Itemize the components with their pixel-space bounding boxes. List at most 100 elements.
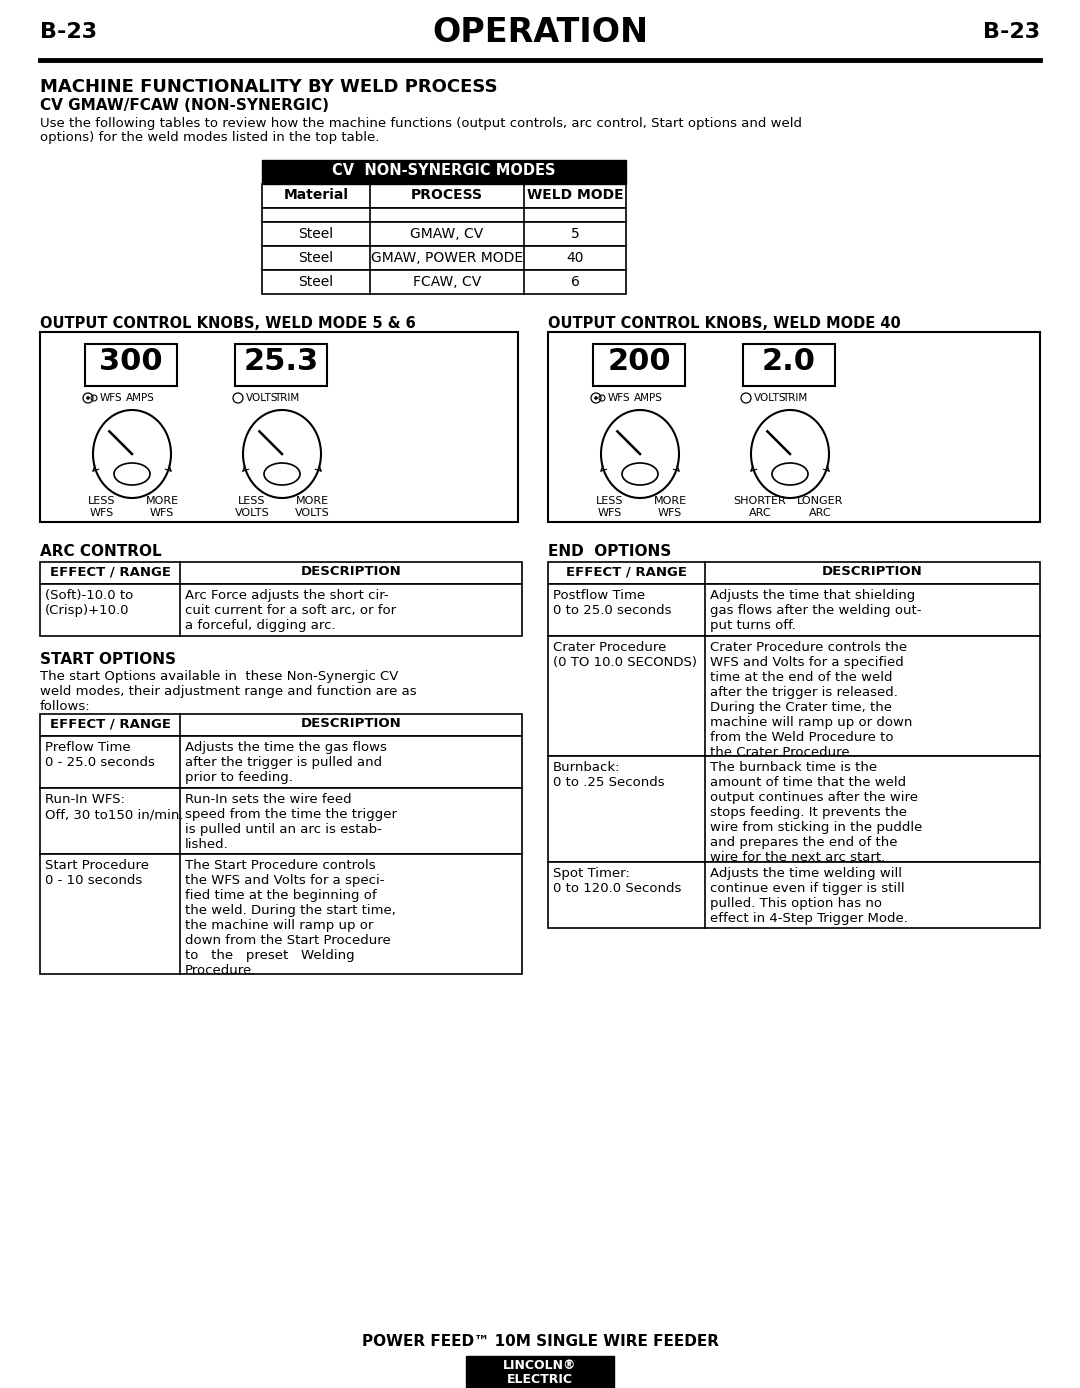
Text: START OPTIONS: START OPTIONS bbox=[40, 652, 176, 668]
Text: EFFECT / RANGE: EFFECT / RANGE bbox=[50, 565, 171, 577]
Text: Preflow Time
0 - 25.0 seconds: Preflow Time 0 - 25.0 seconds bbox=[45, 741, 154, 769]
Text: VOLTS: VOLTS bbox=[246, 393, 279, 403]
Text: The Start Procedure controls
the WFS and Volts for a speci-
fied time at the beg: The Start Procedure controls the WFS and… bbox=[185, 859, 396, 977]
Bar bbox=[548, 756, 1040, 862]
Bar bbox=[548, 332, 1040, 522]
Text: 25.3: 25.3 bbox=[243, 347, 319, 376]
Text: LONGER
ARC: LONGER ARC bbox=[797, 496, 843, 518]
Text: END  OPTIONS: END OPTIONS bbox=[548, 544, 672, 559]
Text: DESCRIPTION: DESCRIPTION bbox=[300, 565, 402, 577]
Text: AMPS: AMPS bbox=[126, 393, 154, 403]
Text: LESS
WFS: LESS WFS bbox=[596, 496, 624, 518]
Text: MORE
VOLTS: MORE VOLTS bbox=[295, 496, 329, 518]
Bar bbox=[262, 208, 626, 222]
Text: (Soft)-10.0 to
(Crisp)+10.0: (Soft)-10.0 to (Crisp)+10.0 bbox=[45, 589, 133, 618]
Text: SHORTER
ARC: SHORTER ARC bbox=[733, 496, 786, 518]
Bar bbox=[262, 222, 626, 246]
Bar bbox=[743, 344, 835, 386]
Text: 40: 40 bbox=[566, 251, 584, 265]
Text: Burnback:
0 to .25 Seconds: Burnback: 0 to .25 Seconds bbox=[553, 761, 664, 788]
Text: VOLTS: VOLTS bbox=[754, 393, 786, 403]
Text: Adjusts the time the gas flows
after the trigger is pulled and
prior to feeding.: Adjusts the time the gas flows after the… bbox=[185, 741, 387, 784]
Bar bbox=[262, 246, 626, 271]
Bar bbox=[40, 332, 518, 522]
Text: ELECTRIC: ELECTRIC bbox=[507, 1373, 573, 1387]
Text: OUTPUT CONTROL KNOBS, WELD MODE 5 & 6: OUTPUT CONTROL KNOBS, WELD MODE 5 & 6 bbox=[40, 316, 416, 330]
Ellipse shape bbox=[772, 464, 808, 484]
Text: OUTPUT CONTROL KNOBS, WELD MODE 40: OUTPUT CONTROL KNOBS, WELD MODE 40 bbox=[548, 316, 901, 330]
Bar bbox=[262, 160, 626, 185]
Ellipse shape bbox=[243, 409, 321, 498]
Text: WELD MODE: WELD MODE bbox=[527, 187, 623, 203]
Text: Steel: Steel bbox=[298, 251, 334, 265]
Bar bbox=[235, 344, 327, 386]
Text: 5: 5 bbox=[570, 228, 579, 242]
Text: MACHINE FUNCTIONALITY BY WELD PROCESS: MACHINE FUNCTIONALITY BY WELD PROCESS bbox=[40, 78, 498, 96]
Bar bbox=[40, 584, 522, 636]
Bar bbox=[465, 1356, 615, 1388]
Text: POWER FEED™ 10M SINGLE WIRE FEEDER: POWER FEED™ 10M SINGLE WIRE FEEDER bbox=[362, 1334, 718, 1349]
Text: 2.0: 2.0 bbox=[762, 347, 816, 376]
Ellipse shape bbox=[114, 464, 150, 484]
Text: EFFECT / RANGE: EFFECT / RANGE bbox=[566, 565, 687, 577]
Bar bbox=[262, 185, 626, 208]
Text: options) for the weld modes listed in the top table.: options) for the weld modes listed in th… bbox=[40, 130, 379, 144]
Text: Adjusts the time welding will
continue even if tigger is still
pulled. This opti: Adjusts the time welding will continue e… bbox=[710, 868, 908, 924]
Text: LINCOLN®: LINCOLN® bbox=[503, 1359, 577, 1371]
Circle shape bbox=[594, 396, 598, 400]
Bar bbox=[262, 271, 626, 294]
Text: CV GMAW/FCAW (NON-SYNERGIC): CV GMAW/FCAW (NON-SYNERGIC) bbox=[40, 99, 329, 112]
Text: MORE
WFS: MORE WFS bbox=[653, 496, 687, 518]
Text: B-23: B-23 bbox=[983, 22, 1040, 42]
Text: CV  NON-SYNERGIC MODES: CV NON-SYNERGIC MODES bbox=[333, 162, 556, 178]
Text: OPERATION: OPERATION bbox=[432, 17, 648, 49]
Text: Run-In sets the wire feed
speed from the time the trigger
is pulled until an arc: Run-In sets the wire feed speed from the… bbox=[185, 793, 397, 851]
Ellipse shape bbox=[264, 464, 300, 484]
Text: GMAW, CV: GMAW, CV bbox=[410, 228, 484, 242]
Text: Use the following tables to review how the machine functions (output controls, a: Use the following tables to review how t… bbox=[40, 117, 802, 130]
Text: Adjusts the time that shielding
gas flows after the welding out-
put turns off.: Adjusts the time that shielding gas flow… bbox=[710, 589, 921, 632]
Text: Crater Procedure controls the
WFS and Volts for a specified
time at the end of t: Crater Procedure controls the WFS and Vo… bbox=[710, 641, 913, 759]
Text: Steel: Steel bbox=[298, 275, 334, 289]
Text: DESCRIPTION: DESCRIPTION bbox=[822, 565, 923, 577]
Text: Start Procedure
0 - 10 seconds: Start Procedure 0 - 10 seconds bbox=[45, 859, 149, 887]
Ellipse shape bbox=[600, 409, 679, 498]
Bar bbox=[40, 562, 522, 584]
Text: TRIM: TRIM bbox=[274, 393, 299, 403]
Text: 6: 6 bbox=[570, 275, 580, 289]
Bar bbox=[40, 854, 522, 974]
Circle shape bbox=[86, 396, 90, 400]
Text: Arc Force adjusts the short cir-
cuit current for a soft arc, or for
a forceful,: Arc Force adjusts the short cir- cuit cu… bbox=[185, 589, 396, 632]
Text: LESS
VOLTS: LESS VOLTS bbox=[234, 496, 269, 518]
Text: LESS
WFS: LESS WFS bbox=[89, 496, 116, 518]
Bar bbox=[40, 736, 522, 788]
Text: Steel: Steel bbox=[298, 228, 334, 242]
Text: 200: 200 bbox=[607, 347, 671, 376]
Ellipse shape bbox=[93, 409, 171, 498]
Text: 300: 300 bbox=[99, 347, 163, 376]
Bar bbox=[548, 562, 1040, 584]
Text: GMAW, POWER MODE: GMAW, POWER MODE bbox=[370, 251, 523, 265]
Bar bbox=[548, 636, 1040, 756]
Text: AMPS: AMPS bbox=[634, 393, 663, 403]
Text: FCAW, CV: FCAW, CV bbox=[413, 275, 481, 289]
Text: MORE
WFS: MORE WFS bbox=[146, 496, 178, 518]
Bar bbox=[40, 788, 522, 854]
Text: Crater Procedure
(0 TO 10.0 SECONDS): Crater Procedure (0 TO 10.0 SECONDS) bbox=[553, 641, 697, 669]
Bar bbox=[548, 584, 1040, 636]
Text: TRIM: TRIM bbox=[782, 393, 807, 403]
Text: WFS: WFS bbox=[608, 393, 631, 403]
Text: B-23: B-23 bbox=[40, 22, 97, 42]
Bar bbox=[548, 862, 1040, 929]
Bar bbox=[85, 344, 177, 386]
Text: Run-In WFS:
Off, 30 to150 in/min.: Run-In WFS: Off, 30 to150 in/min. bbox=[45, 793, 184, 820]
Text: PROCESS: PROCESS bbox=[411, 187, 483, 203]
Bar bbox=[40, 713, 522, 736]
Text: The burnback time is the
amount of time that the weld
output continues after the: The burnback time is the amount of time … bbox=[710, 761, 922, 863]
Text: EFFECT / RANGE: EFFECT / RANGE bbox=[50, 718, 171, 730]
Text: WFS: WFS bbox=[100, 393, 123, 403]
Text: Spot Timer:
0 to 120.0 Seconds: Spot Timer: 0 to 120.0 Seconds bbox=[553, 868, 681, 895]
Ellipse shape bbox=[751, 409, 829, 498]
Text: Postflow Time
0 to 25.0 seconds: Postflow Time 0 to 25.0 seconds bbox=[553, 589, 672, 618]
Text: DESCRIPTION: DESCRIPTION bbox=[300, 718, 402, 730]
